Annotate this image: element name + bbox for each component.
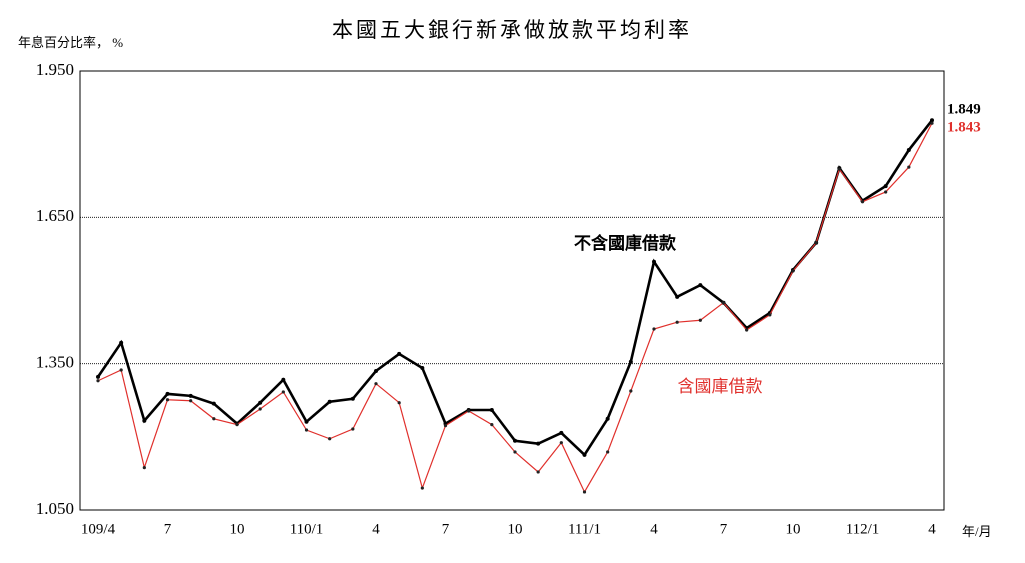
data-point — [698, 318, 702, 322]
data-point — [837, 167, 841, 171]
data-point — [628, 359, 633, 364]
data-point — [745, 328, 749, 332]
x-tick-label: 4 — [650, 521, 658, 537]
data-point — [606, 450, 610, 454]
data-point — [211, 401, 216, 406]
data-label: 1.849 — [947, 101, 981, 117]
x-tick-label: 4 — [928, 521, 936, 537]
x-axis-label: 年/月 — [962, 524, 992, 539]
data-label: 1.843 — [947, 119, 981, 135]
data-point — [605, 416, 610, 421]
data-point — [791, 269, 795, 273]
data-point — [165, 391, 170, 396]
data-point — [582, 452, 587, 457]
x-tick-label: 7 — [164, 521, 172, 537]
data-point — [119, 368, 123, 372]
x-tick-label: 111/1 — [568, 521, 601, 537]
chart-title: 本國五大銀行新承做放款平均利率 — [332, 18, 692, 42]
data-point — [675, 320, 679, 324]
data-point — [142, 418, 147, 423]
data-point — [930, 121, 934, 125]
x-tick-label: 7 — [720, 521, 728, 537]
data-point — [559, 441, 563, 445]
data-point — [814, 241, 818, 245]
y-tick-label: 1.650 — [36, 206, 74, 225]
data-point — [675, 294, 680, 299]
data-point — [327, 399, 332, 404]
data-point — [304, 419, 309, 424]
data-point — [397, 401, 401, 405]
data-point — [328, 437, 332, 441]
data-point — [582, 490, 587, 494]
x-tick-label: 110/1 — [290, 521, 324, 537]
y-axis-label: 年息百分比率， % — [18, 35, 123, 50]
y-tick-label: 1.350 — [36, 353, 74, 372]
y-tick-label: 1.950 — [36, 60, 74, 79]
data-point — [907, 165, 911, 169]
data-point — [374, 368, 378, 373]
data-point — [768, 313, 772, 317]
y-tick-label: 1.050 — [36, 499, 74, 518]
data-point — [629, 389, 633, 393]
data-point — [443, 424, 448, 428]
data-point — [467, 409, 471, 413]
data-point — [96, 379, 100, 383]
data-point — [906, 148, 911, 153]
series-line — [96, 119, 934, 457]
data-point — [536, 441, 541, 446]
data-point — [189, 399, 193, 403]
data-point — [374, 382, 378, 386]
data-point — [351, 427, 355, 431]
data-point — [513, 438, 517, 443]
data-point — [698, 283, 703, 288]
series-line — [97, 122, 933, 494]
data-point — [397, 351, 402, 356]
data-point — [281, 377, 286, 382]
data-point — [258, 400, 263, 405]
data-point — [119, 340, 124, 345]
data-point — [513, 450, 517, 454]
x-tick-label: 10 — [786, 521, 801, 537]
data-point — [165, 398, 170, 402]
data-point — [536, 470, 540, 474]
data-point — [884, 190, 888, 194]
data-point — [235, 423, 239, 427]
x-tick-label: 112/1 — [846, 521, 880, 537]
data-point — [258, 407, 262, 411]
data-point — [652, 327, 656, 331]
data-point — [489, 408, 494, 413]
x-tick-label: 7 — [442, 521, 450, 537]
data-point — [930, 118, 934, 123]
data-point — [420, 366, 425, 371]
x-tick-label: 10 — [508, 521, 523, 537]
data-point — [142, 465, 146, 470]
x-tick-label: 10 — [230, 521, 245, 537]
data-point — [281, 390, 285, 394]
data-point — [96, 374, 100, 379]
data-point — [721, 301, 726, 305]
series-label: 不含國庫借款 — [574, 233, 677, 253]
x-tick-label: 109/4 — [81, 521, 116, 537]
data-point — [860, 200, 865, 204]
data-point — [490, 423, 494, 427]
data-point — [188, 393, 193, 398]
plot-frame — [79, 70, 945, 511]
data-point — [883, 184, 888, 189]
data-point — [212, 417, 216, 421]
data-point — [304, 428, 309, 432]
data-point — [652, 259, 656, 264]
series-label: 含國庫借款 — [678, 377, 763, 396]
x-tick-label: 4 — [372, 521, 380, 537]
data-point — [559, 430, 564, 435]
data-point — [350, 396, 355, 401]
data-point — [420, 486, 424, 490]
